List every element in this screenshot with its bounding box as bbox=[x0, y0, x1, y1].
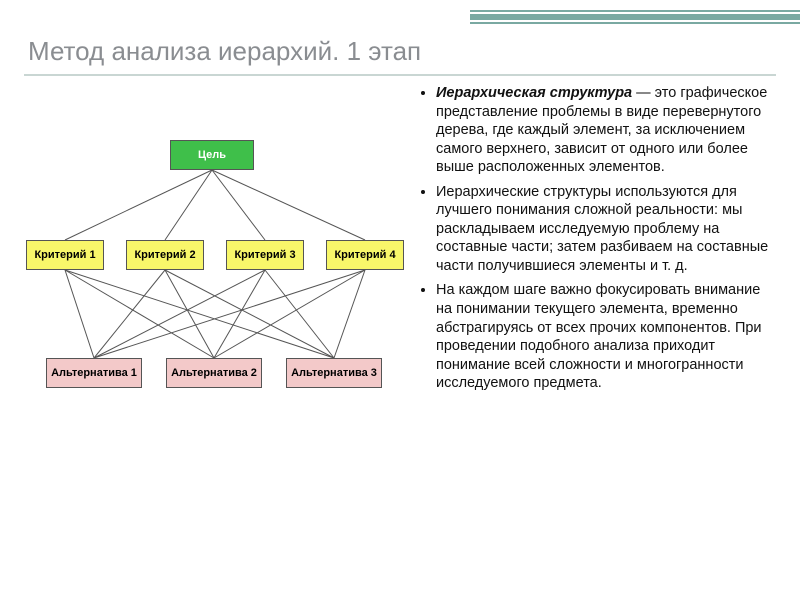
hierarchy-diagram: ЦельКритерий 1Критерий 2Критерий 3Критер… bbox=[20, 130, 400, 410]
alternatives-node: Альтернатива 2 bbox=[166, 358, 262, 388]
top-bar bbox=[0, 0, 800, 28]
bullet-item: На каждом шаге важно фокусировать вниман… bbox=[436, 281, 774, 392]
bullet-list: Иерархическая структура — это графическо… bbox=[420, 84, 774, 393]
decorative-stripes bbox=[470, 10, 800, 24]
goal-node: Цель bbox=[170, 140, 254, 170]
bullet-text: На каждом шаге важно фокусировать вниман… bbox=[436, 282, 762, 391]
alternatives-node: Альтернатива 3 bbox=[286, 358, 382, 388]
criteria-node: Критерий 1 bbox=[26, 240, 104, 270]
bullet-item: Иерархические структуры используются для… bbox=[436, 183, 774, 276]
page-title: Метод анализа иерархий. 1 этап bbox=[28, 36, 421, 67]
criteria-node: Критерий 4 bbox=[326, 240, 404, 270]
criteria-node: Критерий 3 bbox=[226, 240, 304, 270]
title-rule bbox=[24, 74, 776, 76]
bullet-item: Иерархическая структура — это графическо… bbox=[436, 84, 774, 177]
alternatives-node: Альтернатива 1 bbox=[46, 358, 142, 388]
text-content: Иерархическая структура — это графическо… bbox=[420, 84, 774, 586]
term-emphasis: Иерархическая структура bbox=[436, 85, 632, 101]
criteria-node: Критерий 2 bbox=[126, 240, 204, 270]
bullet-text: Иерархические структуры используются для… bbox=[436, 184, 768, 274]
